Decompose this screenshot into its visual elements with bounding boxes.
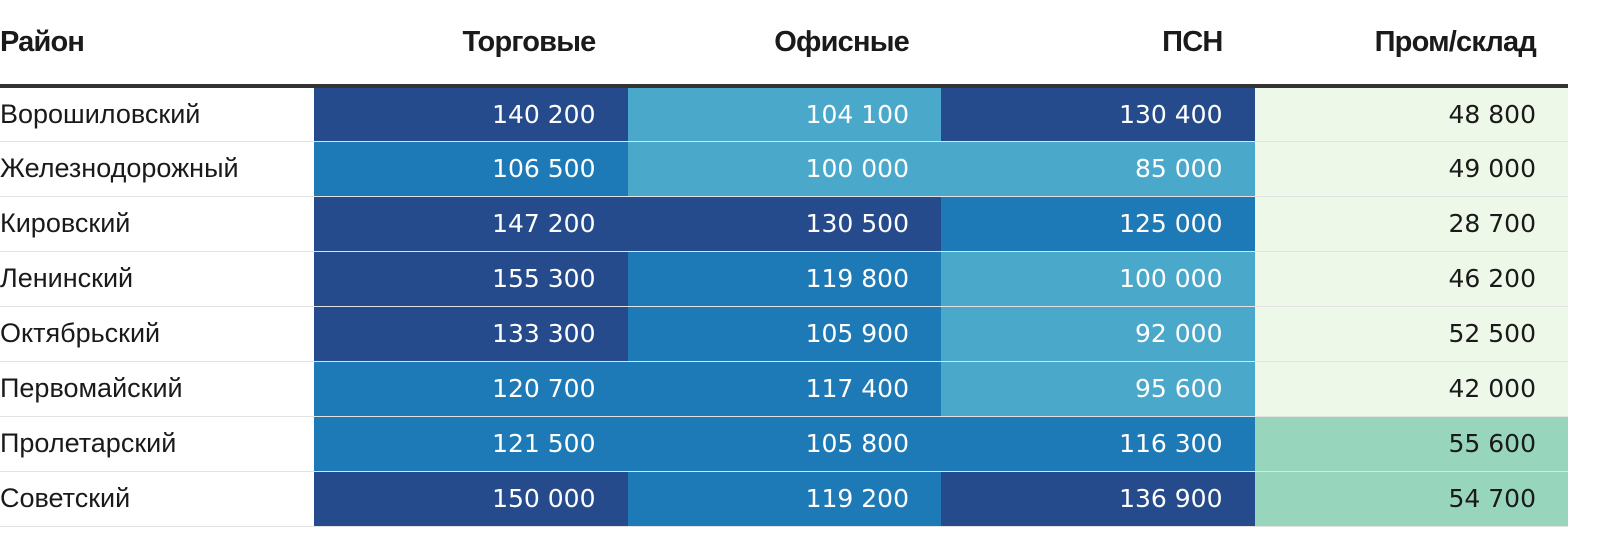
table-row: Железнодорожный 106 500 100 000 85 000 49 00… (0, 141, 1568, 197)
district-name-cell: Пролетарский (0, 416, 314, 472)
district-name-cell: Советский (0, 471, 314, 527)
table-body: Ворошиловский 140 200 104 100 130 400 48 800… (0, 86, 1568, 527)
value-cell-office: 130 500 (627, 196, 941, 252)
value-cell-industrial: 48 800 (1254, 86, 1568, 142)
value-cell-office: 117 400 (627, 361, 941, 417)
value-cell-office: 119 200 (627, 471, 941, 527)
value-cell-retail: 133 300 (314, 306, 628, 362)
value-cell-retail: 120 700 (314, 361, 628, 417)
column-header-office[interactable]: Офисные (627, 0, 941, 88)
table-header: Район Торговые Офисные ПСН Пром/склад (0, 0, 1568, 88)
value-cell-industrial: 49 000 (1254, 141, 1568, 197)
value-cell-office: 100 000 (627, 141, 941, 197)
table-row: Ленинский 155 300 119 800 100 000 46 200 (0, 251, 1568, 307)
value-cell-psn: 95 600 (941, 361, 1255, 417)
value-cell-psn: 92 000 (941, 306, 1255, 362)
table-row: Пролетарский 121 500 105 800 116 300 55 600 (0, 416, 1568, 472)
value-cell-psn: 136 900 (941, 471, 1255, 527)
value-cell-office: 105 900 (627, 306, 941, 362)
column-header-district[interactable]: Район (0, 0, 314, 88)
value-cell-retail: 150 000 (314, 471, 628, 527)
district-name-cell: Ленинский (0, 251, 314, 307)
column-header-retail[interactable]: Торговые (314, 0, 628, 88)
value-cell-psn: 100 000 (941, 251, 1255, 307)
column-header-psn[interactable]: ПСН (941, 0, 1255, 88)
value-cell-psn: 125 000 (941, 196, 1255, 252)
table-row: Октябрьский 133 300 105 900 92 000 52 500 (0, 306, 1568, 362)
table-row: Советский 150 000 119 200 136 900 54 700 (0, 471, 1568, 527)
value-cell-industrial: 54 700 (1254, 471, 1568, 527)
table-row: Кировский 147 200 130 500 125 000 28 700 (0, 196, 1568, 252)
district-name-cell: Железнодорожный (0, 141, 314, 197)
district-name-cell: Ворошиловский (0, 86, 314, 142)
value-cell-industrial: 55 600 (1254, 416, 1568, 472)
value-cell-industrial: 52 500 (1254, 306, 1568, 362)
value-cell-retail: 155 300 (314, 251, 628, 307)
district-name-cell: Первомайский (0, 361, 314, 417)
value-cell-retail: 121 500 (314, 416, 628, 472)
value-cell-industrial: 46 200 (1254, 251, 1568, 307)
district-name-cell: Кировский (0, 196, 314, 252)
value-cell-retail: 140 200 (314, 86, 628, 142)
value-cell-industrial: 28 700 (1254, 196, 1568, 252)
value-cell-retail: 147 200 (314, 196, 628, 252)
table-row: Первомайский 120 700 117 400 95 600 42 000 (0, 361, 1568, 417)
value-cell-office: 104 100 (627, 86, 941, 142)
header-row: Район Торговые Офисные ПСН Пром/склад (0, 0, 1568, 88)
column-header-industrial[interactable]: Пром/склад (1254, 0, 1568, 88)
price-table: Район Торговые Офисные ПСН Пром/склад Во… (0, 0, 1568, 527)
table-row: Ворошиловский 140 200 104 100 130 400 48 800 (0, 86, 1568, 142)
price-table-container: Район Торговые Офисные ПСН Пром/склад Во… (0, 0, 1568, 527)
value-cell-psn: 130 400 (941, 86, 1255, 142)
value-cell-retail: 106 500 (314, 141, 628, 197)
district-name-cell: Октябрьский (0, 306, 314, 362)
value-cell-psn: 116 300 (941, 416, 1255, 472)
value-cell-office: 105 800 (627, 416, 941, 472)
value-cell-psn: 85 000 (941, 141, 1255, 197)
value-cell-office: 119 800 (627, 251, 941, 307)
value-cell-industrial: 42 000 (1254, 361, 1568, 417)
